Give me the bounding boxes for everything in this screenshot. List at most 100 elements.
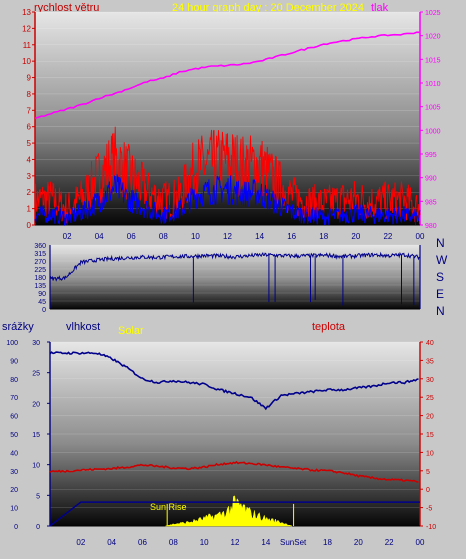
direction-tick-label: 180: [34, 275, 46, 282]
direction-tick-label: 90: [38, 291, 46, 298]
temperature-tick-label: 35: [426, 358, 434, 365]
humidity-axis-title: vlhkost: [66, 321, 100, 333]
pressure-tick-label: 1020: [425, 34, 441, 41]
temperature-tick-label: -5: [426, 506, 432, 513]
wind-speed-tick-label: 7: [27, 106, 32, 115]
time-tick-label: 04: [95, 232, 104, 241]
time-tick-label: 06: [127, 232, 136, 241]
wind-direction-axes: [49, 245, 421, 310]
compass-label-e: E: [436, 287, 444, 301]
solar-axis-title: Solar: [118, 325, 144, 337]
time-tick-label: 10: [191, 232, 200, 241]
pressure-tick-label: 995: [425, 152, 437, 159]
wind-pressure-ticks: 0123456789101112139809859909951000100510…: [22, 8, 441, 241]
wind-speed-tick-label: 10: [22, 57, 31, 66]
humidity-tick-label: 25: [32, 371, 40, 378]
temperature-tick-label: 0: [426, 487, 430, 494]
time-tick-label-bottom: 06: [138, 538, 147, 547]
pressure-tick-label: 1005: [425, 105, 441, 112]
time-tick-label-bottom: 14: [261, 538, 270, 547]
wind-speed-tick-label: 8: [27, 90, 32, 99]
direction-tick-label: 0: [42, 307, 46, 314]
rain-tick-label: 90: [10, 358, 18, 365]
rain-tick-label: 40: [10, 450, 18, 457]
wind-speed-tick-label: 3: [27, 172, 32, 181]
wind-speed-tick-label: 2: [27, 188, 32, 197]
compass-label-s: S: [436, 270, 444, 284]
pressure-tick-label: 985: [425, 199, 437, 206]
wind-pressure-series: [34, 31, 421, 226]
time-tick-label-bottom: 12: [231, 538, 240, 547]
temperature-tick-label: -10: [426, 524, 436, 531]
pressure-line: [34, 31, 421, 120]
time-tick-label-bottom: 22: [385, 538, 394, 547]
temperature-tick-label: 15: [426, 432, 434, 439]
direction-tick-label: 225: [34, 267, 46, 274]
compass-label-n-top: N: [436, 236, 445, 250]
wind-direction-series: [49, 251, 420, 306]
rain-tick-label: 50: [10, 432, 18, 439]
temperature-tick-label: 10: [426, 450, 434, 457]
direction-line: [49, 251, 420, 282]
time-tick-label-bottom: 10: [200, 538, 209, 547]
humidity-tick-label: 0: [36, 524, 40, 531]
wind-speed-tick-label: 11: [23, 41, 32, 50]
wind-speed-tick-label: 4: [27, 155, 32, 164]
rain-tick-label: 70: [10, 395, 18, 402]
pressure-axis-title: tlak: [371, 2, 389, 14]
time-tick-label-bottom: 02: [76, 538, 85, 547]
rain-tick-label: 20: [10, 487, 18, 494]
wind-speed-tick-label: 9: [27, 74, 32, 83]
humidity-tick-label: 15: [32, 432, 40, 439]
direction-tick-label: 45: [38, 299, 46, 306]
humidity-tick-label: 5: [36, 493, 40, 500]
direction-tick-label: 270: [34, 259, 46, 266]
humidity-tick-label: 30: [32, 340, 40, 347]
time-tick-label: 14: [255, 232, 264, 241]
rain-tick-label: 30: [10, 469, 18, 476]
time-tick-label: 18: [319, 232, 328, 241]
sunrise-label: Sun Rise: [150, 502, 187, 512]
pressure-tick-label: 1010: [425, 81, 441, 88]
rain-tick-label: 80: [10, 377, 18, 384]
rain-tick-label: 0: [14, 524, 18, 531]
humidity-tick-label: 10: [32, 463, 40, 470]
time-tick-label-bottom: 00: [416, 538, 425, 547]
compass-label-w: W: [436, 253, 448, 267]
wind-gust-line: [34, 174, 421, 226]
wind-speed-tick-label: 0: [27, 221, 32, 230]
time-tick-label: 02: [63, 232, 72, 241]
chart-title: 24 hour graph day : 20 December 2024: [172, 2, 364, 14]
temperature-tick-label: 40: [426, 340, 434, 347]
wind-speed-line: [34, 126, 421, 224]
wind-speed-axis-title: rychlost větru: [34, 2, 99, 14]
pressure-tick-label: 1000: [425, 128, 441, 135]
rain-tick-label: 10: [10, 506, 18, 513]
rain-line: [49, 501, 420, 527]
wind-direction-grid: [50, 244, 420, 310]
time-tick-label: 08: [159, 232, 168, 241]
time-tick-label-bottom: 04: [107, 538, 116, 547]
humidity-temperature-plot-area: [50, 342, 420, 526]
direction-tick-label: 360: [34, 243, 46, 250]
temperature-tick-label: 25: [426, 395, 434, 402]
pressure-tick-label: 980: [425, 223, 437, 230]
wind-speed-tick-label: 6: [27, 123, 32, 132]
humidity-line: [49, 351, 419, 411]
temperature-axis-title: teplota: [312, 321, 346, 333]
wind-pressure-axes: [34, 12, 421, 226]
temperature-tick-label: 30: [426, 377, 434, 384]
humidity-temperature-series: [49, 351, 420, 527]
wind-speed-tick-label: 5: [27, 139, 32, 148]
time-tick-label: 00: [416, 232, 425, 241]
temperature-line: [49, 460, 419, 483]
humidity-tick-label: 20: [32, 401, 40, 408]
time-tick-label-bottom: 18: [323, 538, 332, 547]
wind-speed-tick-label: 13: [22, 8, 31, 17]
temperature-tick-label: 20: [426, 414, 434, 421]
time-tick-label: 22: [383, 232, 392, 241]
wind-speed-tick-label: 12: [22, 24, 31, 33]
